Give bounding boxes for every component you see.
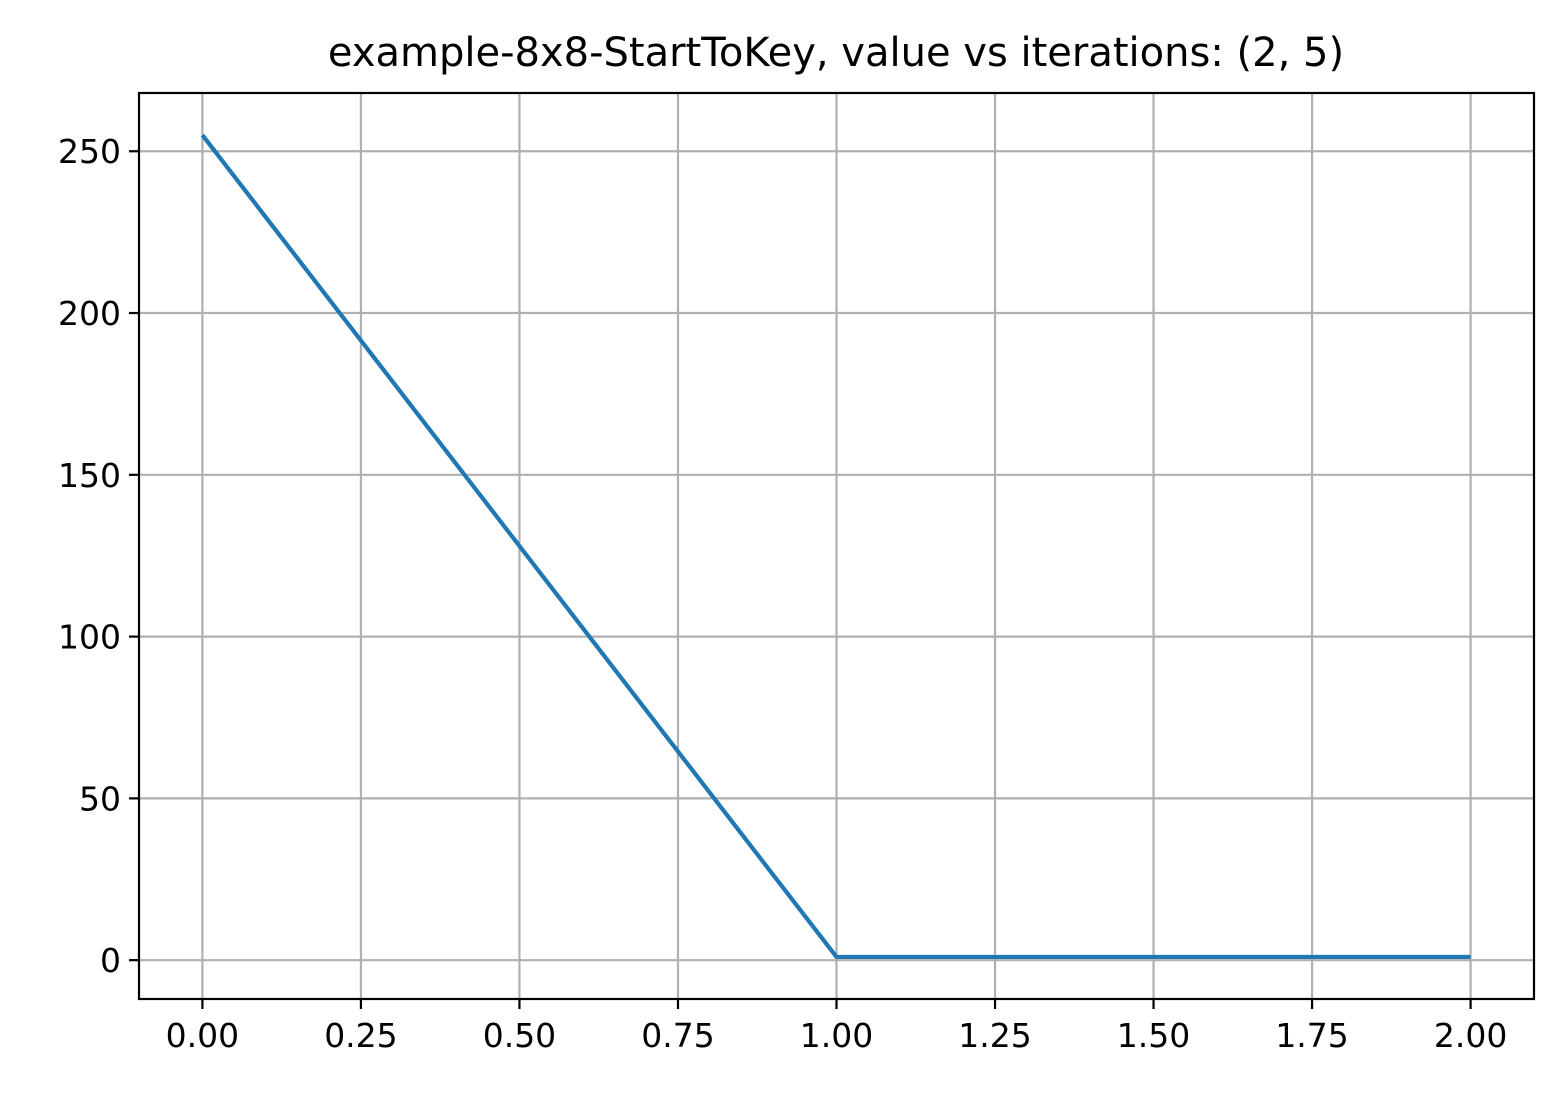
y-tick-label: 250 bbox=[58, 132, 121, 171]
y-axis: 0 50 100 150 200 250 bbox=[58, 132, 139, 980]
y-tick-label: 0 bbox=[100, 941, 121, 980]
x-tick-label: 0.75 bbox=[641, 1016, 714, 1055]
y-tick-label: 150 bbox=[58, 456, 121, 495]
series-layer bbox=[200, 133, 1471, 960]
x-tick-label: 2.00 bbox=[1434, 1016, 1507, 1055]
y-tick-label: 50 bbox=[79, 779, 121, 818]
series-line bbox=[200, 133, 1471, 960]
grid-lines bbox=[139, 93, 1534, 999]
x-axis: 0.00 0.25 0.50 0.75 1.00 1.25 1.50 1.75 2.00 bbox=[166, 999, 1507, 1055]
x-tick-label: 1.50 bbox=[1117, 1016, 1190, 1055]
x-tick-label: 1.75 bbox=[1275, 1016, 1348, 1055]
x-tick-label: 0.50 bbox=[483, 1016, 556, 1055]
chart-title: example-8x8-StartToKey, value vs iterati… bbox=[328, 30, 1344, 76]
y-tick-label: 100 bbox=[58, 618, 121, 657]
x-tick-label: 0.25 bbox=[324, 1016, 397, 1055]
x-tick-label: 1.00 bbox=[800, 1016, 873, 1055]
y-tick-label: 200 bbox=[58, 294, 121, 333]
x-tick-label: 1.25 bbox=[958, 1016, 1031, 1055]
x-tick-label: 0.00 bbox=[166, 1016, 239, 1055]
